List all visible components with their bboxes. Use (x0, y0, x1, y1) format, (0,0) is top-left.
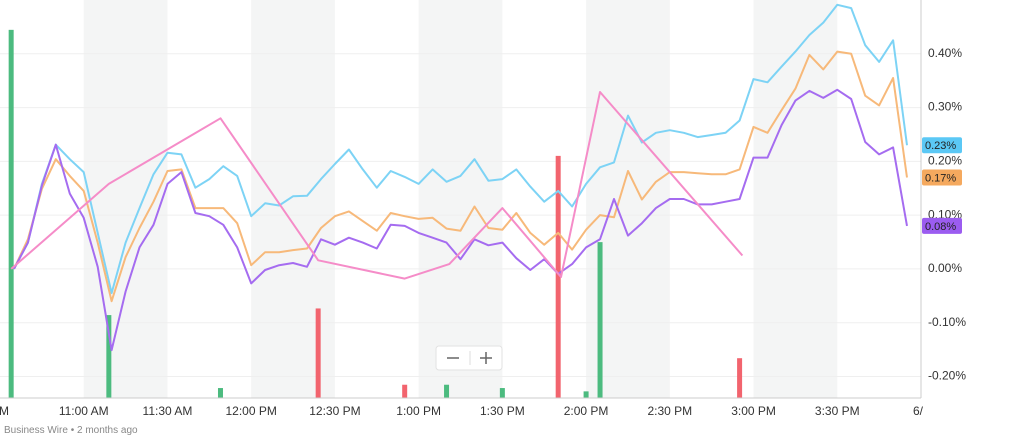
x-tick-label: 2:30 PM (647, 404, 692, 418)
y-tick-label: 0.20% (928, 154, 962, 168)
y-tick-label: 0.40% (928, 46, 962, 60)
y-tick-label: 0.10% (928, 207, 962, 221)
zoom-out-button[interactable] (437, 347, 469, 369)
zoom-control (435, 345, 503, 371)
x-tick-label: 11:30 AM (143, 404, 193, 418)
end-badge (922, 137, 962, 154)
volume-bar (444, 384, 450, 398)
age: 2 months ago (77, 425, 138, 435)
volume-bar (217, 388, 223, 398)
x-tick-label: 3:30 PM (815, 404, 860, 418)
x-tick-label: 2:00 PM (564, 404, 609, 418)
x-tick-label: 6/ (913, 404, 924, 418)
end-label: 0.08% (925, 221, 956, 233)
separator: • (71, 425, 75, 435)
volume-bar (737, 358, 743, 398)
end-label: 0.17% (925, 172, 956, 184)
series-line (13, 88, 908, 352)
y-tick-label: 0.00% (928, 261, 962, 275)
time-band (753, 0, 838, 398)
x-tick-label: 12:30 PM (309, 404, 360, 418)
y-tick-label: -0.10% (928, 315, 966, 329)
x-tick-label: 3:00 PM (731, 404, 776, 418)
footer: Business Wire • 2 months ago (4, 425, 138, 435)
volume-bar (555, 155, 561, 398)
series-line (10, 91, 744, 280)
x-tick-label: 1:30 PM (480, 404, 525, 418)
time-band (251, 0, 335, 398)
source: Business Wire (4, 425, 68, 435)
series-line (13, 50, 908, 303)
x-tick-label: 12:00 PM (225, 404, 276, 418)
volume-bar (106, 315, 112, 398)
end-badge (922, 169, 962, 186)
volume-bar (402, 384, 408, 398)
x-tick-label: 11:00 AM (59, 404, 109, 418)
volume-bar (583, 391, 589, 398)
volume-bar (315, 308, 321, 398)
x-tick-label: AM (0, 404, 9, 418)
volume-bar (8, 29, 14, 398)
volume-bar (597, 242, 603, 398)
y-tick-label: 0.30% (928, 100, 962, 114)
time-band (83, 0, 168, 398)
x-tick-label: 1:00 PM (396, 404, 441, 418)
time-band (418, 0, 503, 398)
volume-bar (499, 388, 505, 398)
zoom-in-button[interactable] (471, 347, 501, 369)
end-badge (922, 217, 962, 234)
end-label: 0.23% (925, 140, 956, 152)
series-line (13, 3, 908, 295)
y-tick-label: -0.20% (928, 369, 966, 383)
